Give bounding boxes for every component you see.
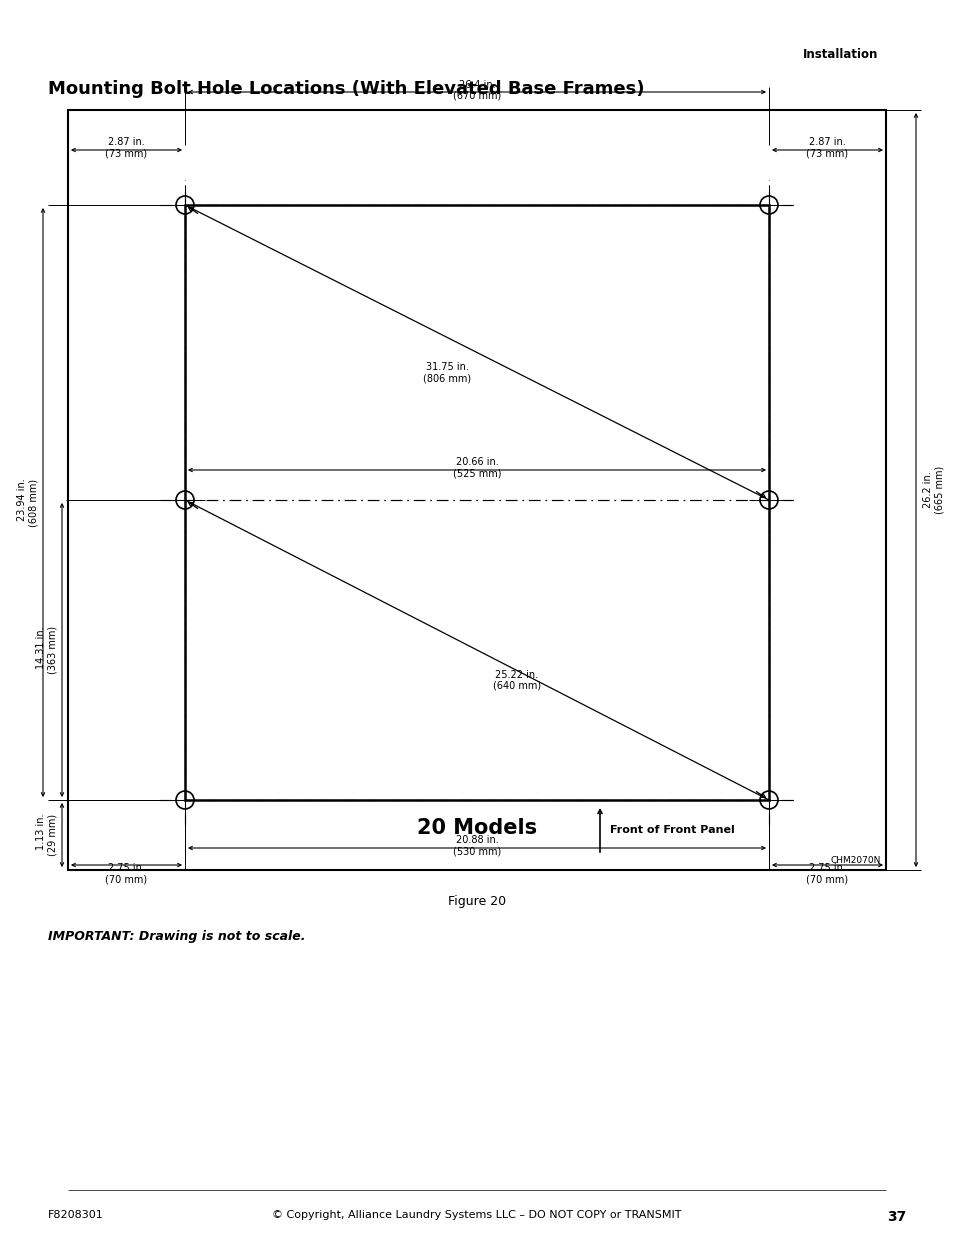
Text: (530 mm): (530 mm) (453, 846, 500, 856)
Text: © Copyright, Alliance Laundry Systems LLC – DO NOT COPY or TRANSMIT: © Copyright, Alliance Laundry Systems LL… (272, 1210, 681, 1220)
Text: 25.22 in.: 25.22 in. (495, 671, 538, 680)
Text: 2.75 in.: 2.75 in. (808, 863, 845, 873)
Text: 14.31 in.
(363 mm): 14.31 in. (363 mm) (36, 626, 58, 674)
Bar (68, 110, 885, 869)
Text: Installation: Installation (801, 48, 877, 61)
Text: 20 Models: 20 Models (416, 818, 537, 839)
Bar (185, 205, 768, 800)
Text: 2.87 in.: 2.87 in. (808, 137, 845, 147)
Text: Mounting Bolt Hole Locations (With Elevated Base Frames): Mounting Bolt Hole Locations (With Eleva… (48, 80, 644, 98)
Text: Front of Front Panel: Front of Front Panel (609, 825, 734, 835)
Text: 23.94 in.
(608 mm): 23.94 in. (608 mm) (17, 478, 39, 526)
Text: (73 mm): (73 mm) (106, 148, 148, 158)
Text: 2.75 in.: 2.75 in. (108, 863, 145, 873)
Text: 26.2 in.
(665 mm): 26.2 in. (665 mm) (923, 466, 943, 514)
Text: (640 mm): (640 mm) (493, 680, 540, 692)
Text: (70 mm): (70 mm) (106, 874, 148, 884)
Text: (670 mm): (670 mm) (453, 90, 500, 100)
Text: F8208301: F8208301 (48, 1210, 104, 1220)
Text: (73 mm): (73 mm) (805, 148, 847, 158)
Text: 26.4 in.: 26.4 in. (458, 80, 495, 90)
Text: 2.87 in.: 2.87 in. (108, 137, 145, 147)
Text: (70 mm): (70 mm) (805, 874, 847, 884)
Text: 37: 37 (886, 1210, 905, 1224)
Text: 20.66 in.: 20.66 in. (456, 457, 497, 467)
Text: 31.75 in.: 31.75 in. (425, 363, 468, 373)
Text: (525 mm): (525 mm) (453, 468, 500, 478)
Text: 20.88 in.: 20.88 in. (456, 835, 497, 845)
Text: CHM2070N: CHM2070N (830, 856, 880, 864)
Text: IMPORTANT: Drawing is not to scale.: IMPORTANT: Drawing is not to scale. (48, 930, 305, 944)
Text: 1.13 in.
(29 mm): 1.13 in. (29 mm) (36, 814, 58, 856)
Text: Figure 20: Figure 20 (448, 895, 505, 908)
Text: (806 mm): (806 mm) (422, 373, 471, 384)
